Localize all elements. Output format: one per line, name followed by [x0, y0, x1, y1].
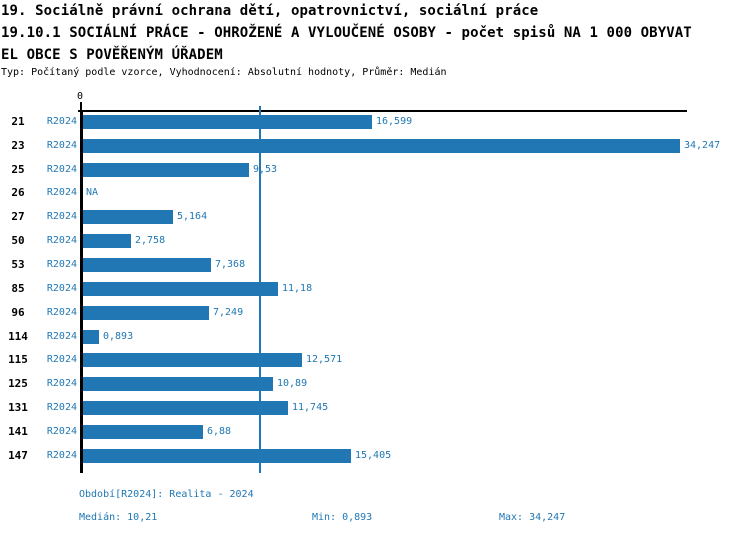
row-number-label: 114: [8, 330, 28, 343]
bar: [83, 377, 273, 391]
report-title-line3: EL OBCE S POVĚŘENÝM ÚŘADEM: [1, 47, 223, 63]
bar: [83, 401, 288, 415]
row-series-label: R2024: [46, 235, 77, 246]
row-series-label: R2024: [46, 331, 77, 342]
footer-max: Max: 34,247: [499, 512, 566, 523]
bar: [83, 449, 351, 463]
x-axis-line: [78, 110, 687, 112]
bar: [83, 306, 209, 320]
row-series-label: R2024: [46, 307, 77, 318]
bar: [83, 115, 372, 129]
bar: [83, 330, 99, 344]
row-series-label: R2024: [46, 116, 77, 127]
row-number-label: 115: [8, 353, 28, 366]
bar-value-label: 7,249: [213, 307, 244, 318]
footer-period: Období[R2024]: Realita - 2024: [79, 489, 254, 500]
x-axis-zero-tick-label: 0: [76, 91, 84, 102]
row-series-label: R2024: [46, 283, 77, 294]
row-series-label: R2024: [46, 211, 77, 222]
bar-value-label: 2,758: [135, 235, 166, 246]
footer-median: Medián: 10,21: [79, 512, 158, 523]
bar-value-label: 34,247: [684, 140, 721, 151]
row-number-label: 27: [11, 210, 25, 223]
bar-value-label: 12,571: [306, 354, 343, 365]
bar-value-label: 11,745: [292, 402, 329, 413]
row-series-label: R2024: [46, 164, 77, 175]
row-series-label: R2024: [46, 402, 77, 413]
bar-value-label: 9,53: [253, 164, 278, 175]
row-series-label: R2024: [46, 450, 77, 461]
row-number-label: 25: [11, 163, 25, 176]
bar-value-label: 6,88: [207, 426, 232, 437]
row-series-label: R2024: [46, 426, 77, 437]
bar-value-label: 0,893: [103, 331, 134, 342]
bar: [83, 234, 131, 248]
row-series-label: R2024: [46, 378, 77, 389]
row-number-label: 125: [8, 377, 28, 390]
row-series-label: R2024: [46, 354, 77, 365]
row-number-label: 21: [11, 115, 25, 128]
row-series-label: R2024: [46, 259, 77, 270]
bar-value-label: 5,164: [177, 211, 208, 222]
row-series-label: R2024: [46, 187, 77, 198]
row-number-label: 96: [11, 306, 25, 319]
bar: [83, 139, 680, 153]
x-axis-zero-tick-mark: [80, 102, 82, 111]
row-number-label: 26: [11, 186, 25, 199]
bar-value-label: 15,405: [355, 450, 392, 461]
row-series-label: R2024: [46, 140, 77, 151]
bar-value-label: 16,599: [376, 116, 413, 127]
report-title-line2: 19.10.1 SOCIÁLNÍ PRÁCE - OHROŽENÉ A VYLO…: [1, 25, 692, 41]
bar-value-label: NA: [86, 187, 99, 198]
row-number-label: 141: [8, 425, 28, 438]
bar-value-label: 10,89: [277, 378, 308, 389]
row-number-label: 23: [11, 139, 25, 152]
row-number-label: 50: [11, 234, 25, 247]
footer-min: Min: 0,893: [312, 512, 373, 523]
row-number-label: 131: [8, 401, 28, 414]
bar-value-label: 7,368: [215, 259, 246, 270]
bar: [83, 425, 203, 439]
bar: [83, 258, 211, 272]
y-axis-line: [80, 111, 83, 473]
bar: [83, 163, 249, 177]
bar: [83, 353, 302, 367]
row-number-label: 147: [8, 449, 28, 462]
bar: [83, 210, 173, 224]
bar-value-label: 11,18: [282, 283, 313, 294]
row-number-label: 53: [11, 258, 25, 271]
report-title-line1: 19. Sociálně právní ochrana dětí, opatro…: [1, 3, 539, 19]
report-meta-line: Typ: Počítaný podle vzorce, Vyhodnocení:…: [1, 67, 447, 78]
bar: [83, 282, 278, 296]
row-number-label: 85: [11, 282, 25, 295]
